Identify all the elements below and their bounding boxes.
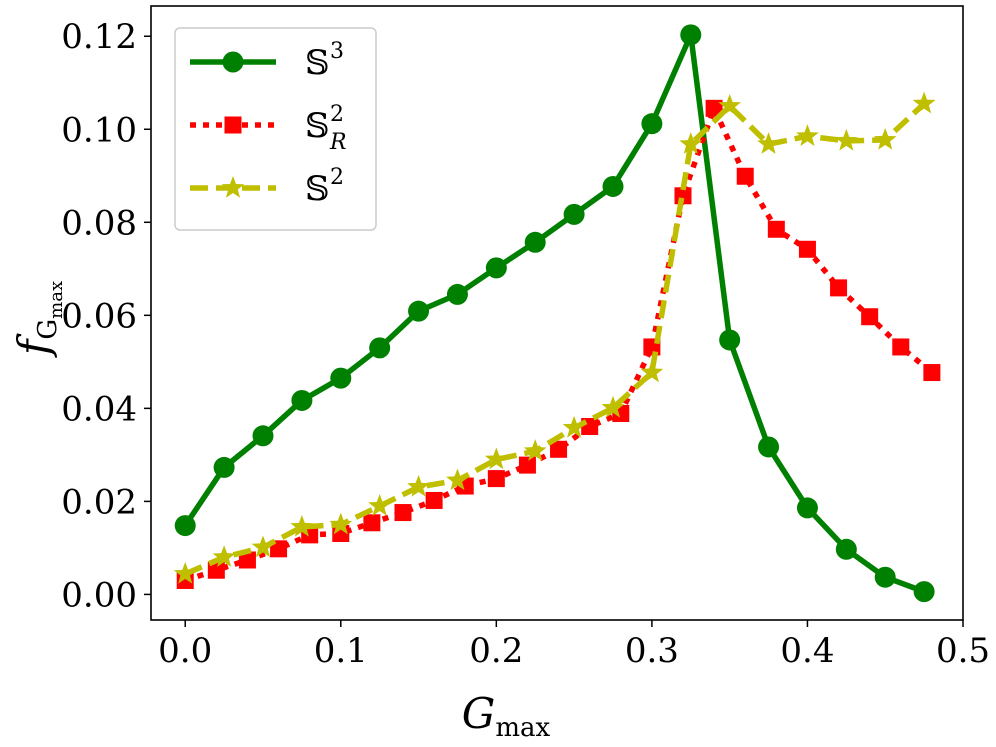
data-point-s3 (174, 515, 196, 537)
x-tick-label: 0.2 (469, 631, 523, 671)
data-point-s2 (523, 439, 547, 461)
data-point-s3 (330, 367, 352, 389)
x-tick-label: 0.4 (780, 631, 834, 671)
x-tick-label: 0.0 (158, 631, 212, 671)
data-point-s2 (251, 535, 275, 558)
data-point-s3 (252, 425, 274, 447)
legend-label-sub: R (329, 130, 347, 155)
data-point-s2-r (238, 551, 256, 569)
data-point-s3 (796, 497, 818, 519)
data-point-s2-r (736, 167, 754, 185)
y-tick-label: 0.10 (61, 110, 137, 150)
y-tick-label: 0.12 (61, 17, 137, 57)
legend-entry-s2: 𝕊2 (190, 165, 344, 209)
data-point-s2 (796, 124, 819, 146)
x-axis-label: Gmax (462, 689, 551, 743)
series-s2 (173, 91, 936, 584)
data-point-s3 (485, 257, 507, 279)
data-point-s2-r (861, 308, 879, 326)
data-point-s2 (640, 360, 664, 383)
series-s3 (174, 24, 935, 603)
data-point-s3 (835, 538, 857, 560)
plot-area (173, 24, 941, 603)
data-point-s2-r (550, 440, 568, 458)
x-tick-label: 0.5 (936, 631, 990, 671)
data-point-s2-r (363, 514, 381, 532)
data-point-s2 (679, 132, 703, 154)
data-point-s2 (368, 494, 392, 516)
data-point-s3 (408, 300, 430, 322)
x-tick-label: 0.3 (625, 631, 679, 671)
legend-box (174, 27, 377, 231)
data-point-s3 (913, 581, 935, 603)
data-point-s2-r (394, 504, 412, 522)
data-point-s2 (873, 127, 897, 150)
y-axis-label-sub: G (33, 319, 63, 340)
legend-marker-s3 (222, 51, 244, 73)
data-point-s3 (369, 337, 391, 359)
data-point-s2 (290, 514, 314, 537)
data-point-s2 (601, 395, 625, 418)
legend-label-sup: 2 (330, 102, 344, 127)
data-point-s3 (213, 456, 235, 478)
data-point-s2 (407, 474, 430, 497)
data-point-s2-r (923, 364, 941, 382)
legend-marker-s2-r (224, 116, 242, 134)
y-tick-label: 0.04 (61, 389, 137, 429)
y-tick-label: 0.00 (61, 575, 137, 615)
x-axis-label-sub: max (495, 713, 550, 743)
data-point-s2 (757, 132, 780, 154)
data-point-s3 (446, 283, 468, 305)
data-point-s2-r (705, 99, 723, 117)
data-point-s2-r (830, 279, 848, 297)
data-point-s3 (719, 329, 741, 351)
legend-label-base: 𝕊 (305, 43, 330, 83)
data-point-s2 (562, 415, 586, 438)
y-axis-label-subsub: max (46, 281, 67, 319)
legend-label-s2: 𝕊2 (305, 165, 344, 209)
y-tick-label: 0.08 (61, 203, 137, 243)
x-tick-label: 0.1 (314, 631, 368, 671)
data-point-s3 (563, 203, 585, 225)
axis-ticks: 0.0 0.1 0.2 0.3 0.4 0.5 0.00 0.02 0.04 0.06 0.08 0.… (61, 17, 990, 671)
data-point-s2-r (518, 456, 536, 474)
y-tick-label: 0.06 (61, 296, 137, 336)
y-axis-label: fGmax (9, 281, 67, 358)
data-point-s2 (446, 468, 469, 491)
legend-marker-s2 (221, 176, 245, 198)
axes-frame (150, 5, 964, 621)
data-point-s2-r (767, 220, 785, 238)
data-point-s3 (524, 231, 546, 253)
data-point-s2 (484, 447, 508, 470)
data-point-s3 (680, 24, 702, 46)
data-point-s2-r (207, 561, 225, 579)
legend-label-s3: 𝕊3 (305, 39, 344, 83)
data-point-s3 (641, 113, 663, 135)
data-point-s3 (291, 389, 313, 411)
data-point-s2 (912, 91, 936, 114)
legend-label-s2-r: 𝕊2 R (305, 102, 347, 155)
legend-label-sup: 3 (330, 39, 344, 64)
data-point-s3 (758, 436, 780, 458)
data-point-s2-r (425, 491, 443, 509)
data-point-s3 (874, 566, 896, 588)
data-point-s2 (173, 561, 197, 584)
data-point-s2-r (892, 338, 910, 356)
data-point-s3 (602, 175, 624, 197)
y-tick-label: 0.02 (61, 482, 137, 522)
legend-label-sup: 2 (330, 165, 344, 190)
legend-label-base: 𝕊 (305, 169, 330, 209)
data-point-s2 (329, 512, 353, 535)
x-axis-label-main: G (462, 689, 496, 738)
data-point-s2-r (798, 240, 816, 258)
legend-entry-s2-r: 𝕊2 R (190, 102, 347, 155)
legend-label-base: 𝕊 (305, 106, 330, 146)
data-point-s2 (212, 545, 236, 567)
legend-entry-s3: 𝕊3 (190, 39, 344, 83)
data-point-s2-r (487, 470, 505, 488)
data-point-s2 (718, 94, 742, 116)
data-point-s2 (834, 128, 858, 151)
